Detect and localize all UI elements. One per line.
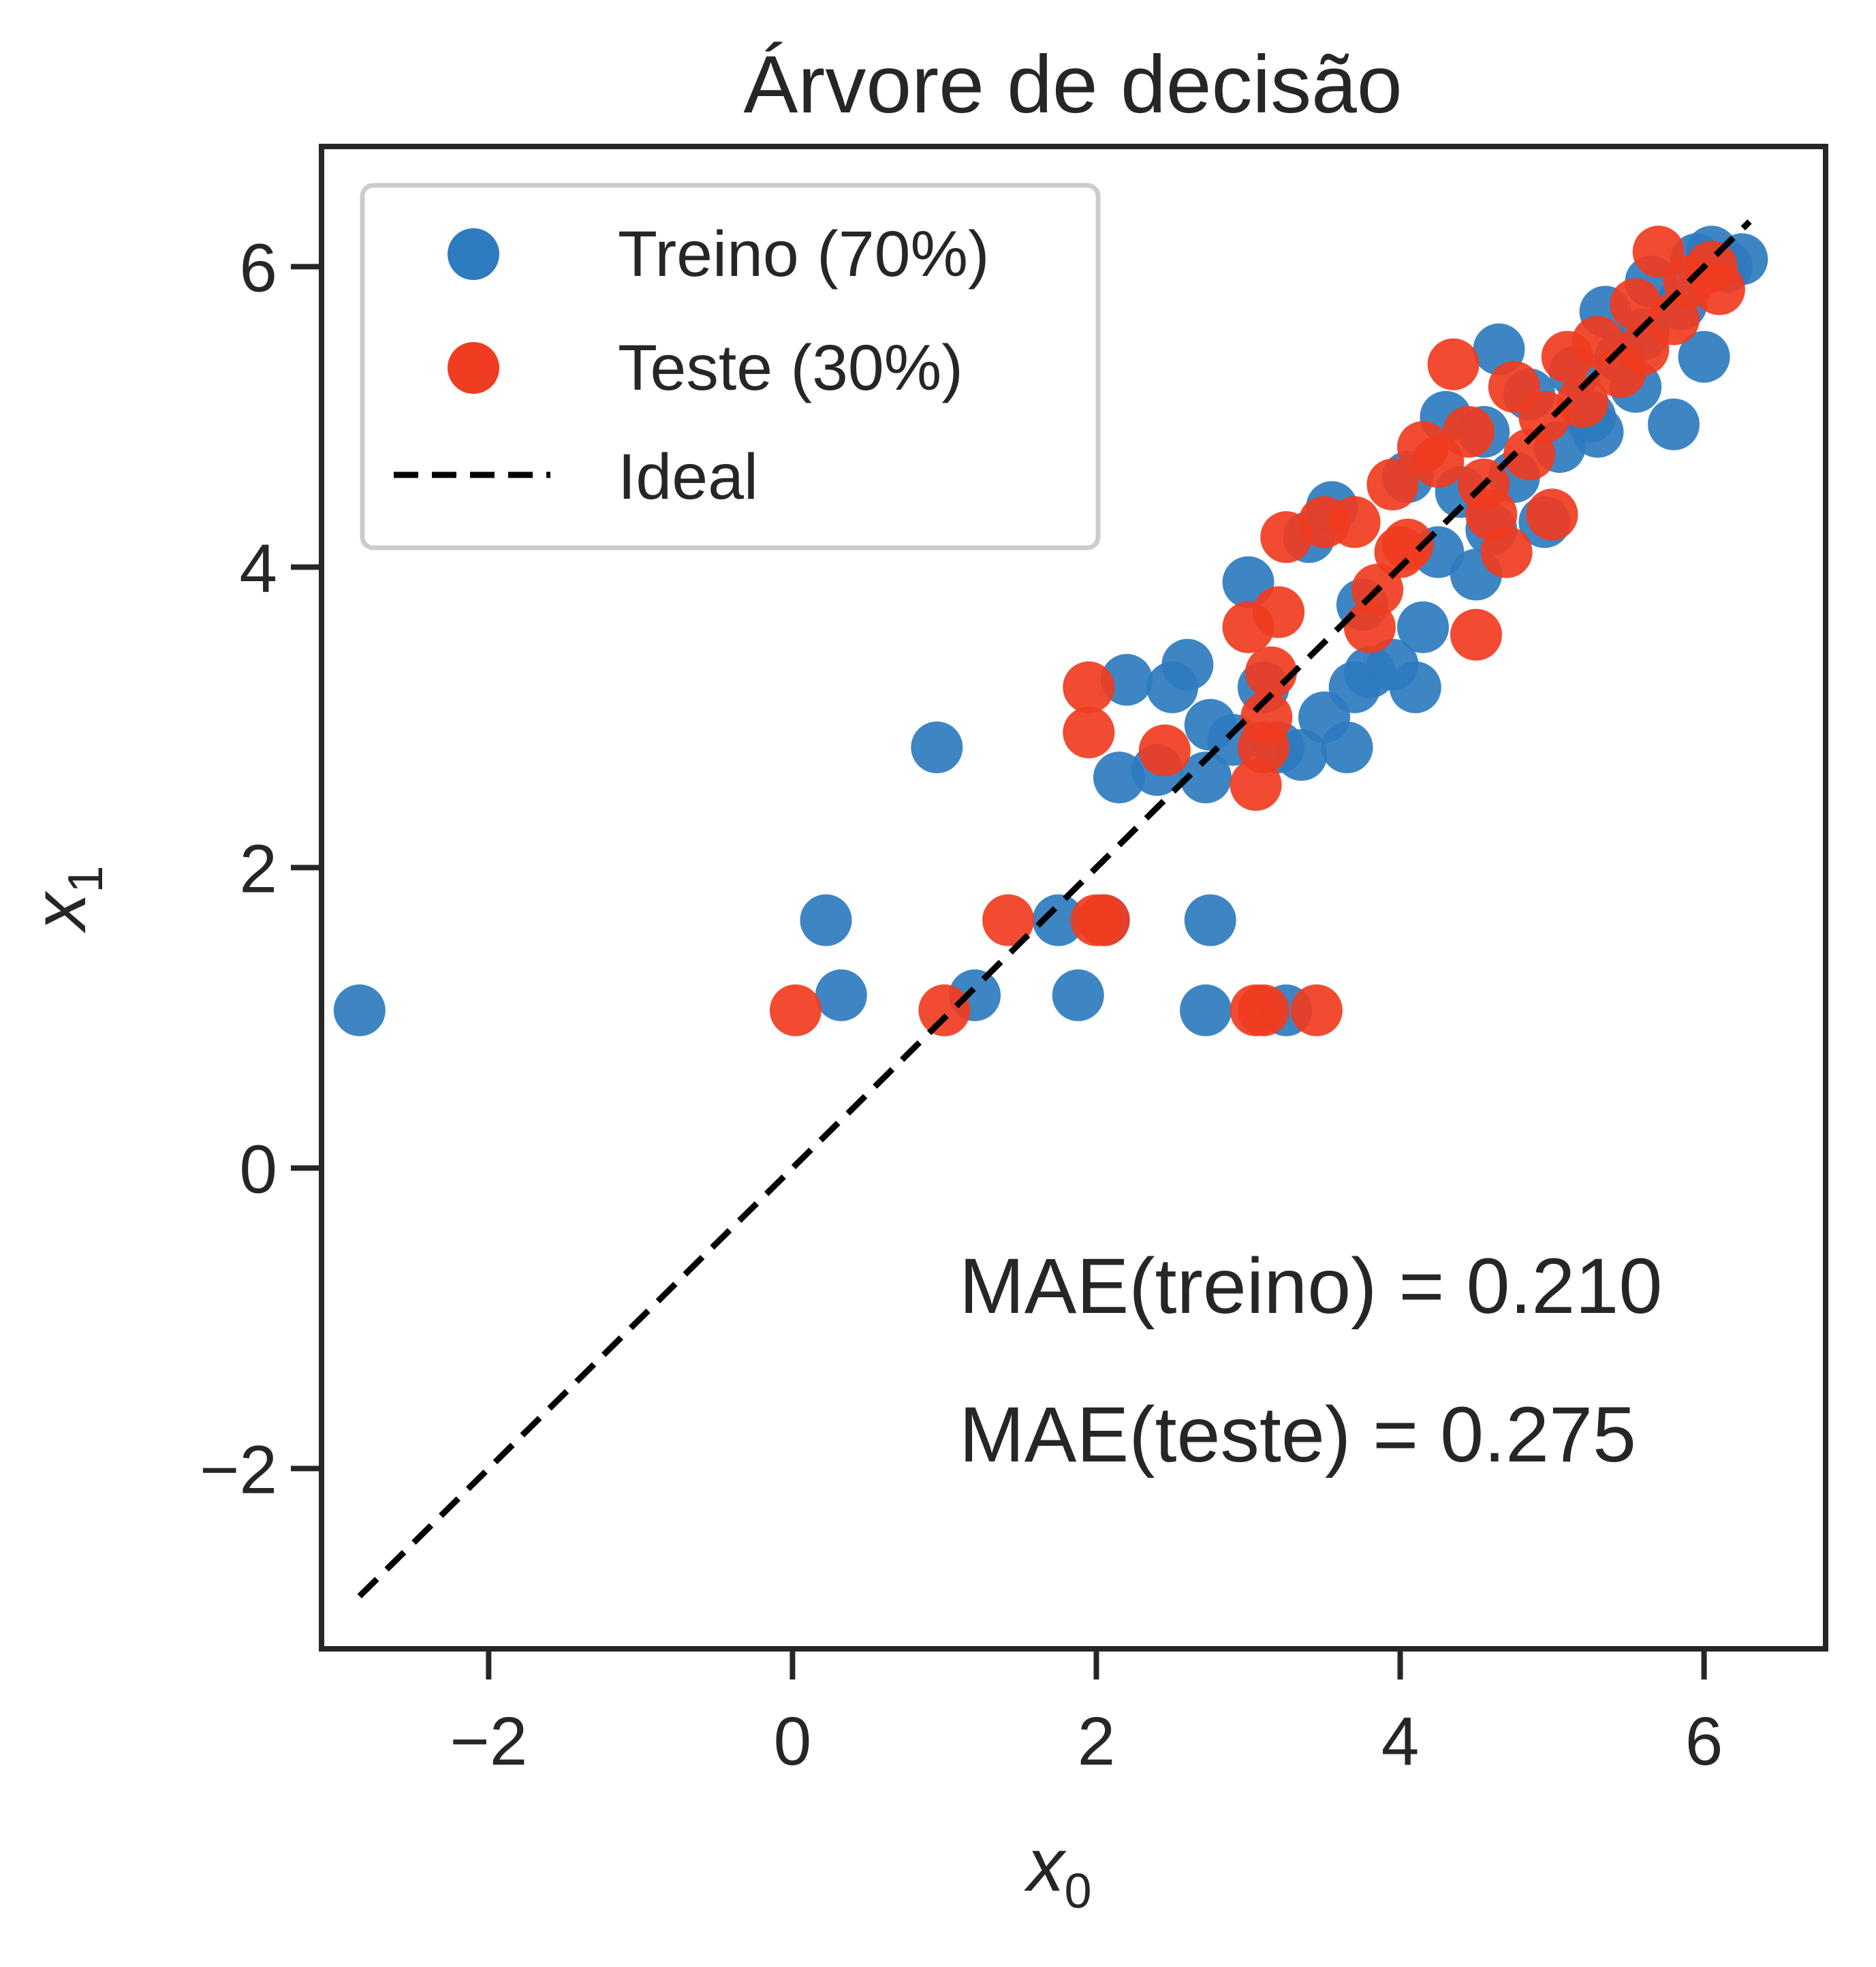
y-tick-label-2: 2 [239,831,277,907]
teste-point-7 [1138,724,1191,777]
y-axis-label: x1 [18,865,113,933]
y-axis-label-subscript: 1 [59,865,113,893]
treino-point-5 [1032,894,1084,946]
x-axis: −2 0 2 4 6 [450,1649,1723,1780]
legend-marker-treino [448,228,499,280]
treino-point-8 [1180,984,1232,1036]
teste-point-26 [1427,338,1480,390]
x-tick-label-3: 4 [1381,1703,1420,1780]
plot-area [333,219,1768,1599]
treino-point-1 [911,722,963,773]
treino-point-52 [1678,330,1730,383]
x-tick-label-2: 2 [1078,1703,1116,1780]
treino-point-49 [1648,398,1700,450]
teste-point-10 [1290,984,1343,1036]
teste-point-19 [1328,496,1381,548]
treino-point-30 [1389,661,1441,713]
treino-point-9 [1184,894,1236,946]
y-tick-label-1: 0 [239,1131,277,1207]
chart-title: Árvore de decisão [743,39,1402,130]
teste-point-30 [1480,526,1533,578]
treino-point-0 [333,984,386,1036]
x-tick-label-0: −2 [450,1703,527,1780]
legend-frame [360,183,1101,551]
series-teste [769,226,1745,1036]
teste-point-22 [1366,459,1419,511]
teste-point-0 [769,984,822,1036]
teste-point-44 [1693,263,1745,315]
y-axis-label-base: x [18,890,101,934]
teste-point-14 [1245,646,1297,698]
teste-point-4 [1063,707,1115,758]
x-tick-label-1: 0 [774,1703,812,1780]
legend-label-teste: Teste (30%) [618,332,963,404]
teste-point-46 [1374,526,1426,578]
treino-point-16 [1180,752,1232,804]
teste-point-28 [1450,608,1502,661]
treino-point-57 [1397,601,1449,653]
teste-point-3 [1063,661,1115,713]
treino-point-24 [1321,722,1373,773]
teste-point-6 [1078,894,1130,946]
teste-point-9 [1237,984,1289,1036]
x-tick-label-4: 6 [1685,1703,1723,1780]
y-tick-label-3: 4 [239,530,277,606]
teste-point-36 [1557,375,1609,428]
plot-frame [319,144,1828,1652]
y-axis: −2 0 2 4 6 [200,230,322,1508]
teste-point-2 [982,894,1035,946]
teste-point-16 [1253,586,1305,638]
mae-test-annotation: MAE(teste) = 0.275 [959,1391,1636,1478]
treino-point-15 [1161,638,1214,691]
teste-point-34 [1526,489,1578,541]
treino-point-2 [800,894,852,946]
teste-point-1 [918,984,971,1036]
legend-label-ideal: Ideal [618,441,758,513]
x-axis-label-subscript: 0 [1064,1864,1091,1919]
treino-point-6 [1052,969,1104,1021]
ideal-line [357,219,1752,1599]
x-axis-label-base: x [1023,1823,1067,1907]
x-axis-label: x0 [1023,1823,1091,1919]
y-tick-label-0: −2 [200,1431,277,1508]
teste-point-13 [1240,691,1293,743]
teste-point-27 [1442,405,1495,458]
mae-train-annotation: MAE(treino) = 0.210 [959,1243,1662,1330]
teste-point-47 [1610,278,1662,330]
treino-point-3 [815,969,867,1021]
legend-label-treino: Treino (70%) [618,218,990,290]
legend: Treino (70%) Teste (30%) Ideal [360,183,1101,551]
legend-marker-teste [448,342,499,394]
y-tick-label-4: 6 [239,230,277,306]
